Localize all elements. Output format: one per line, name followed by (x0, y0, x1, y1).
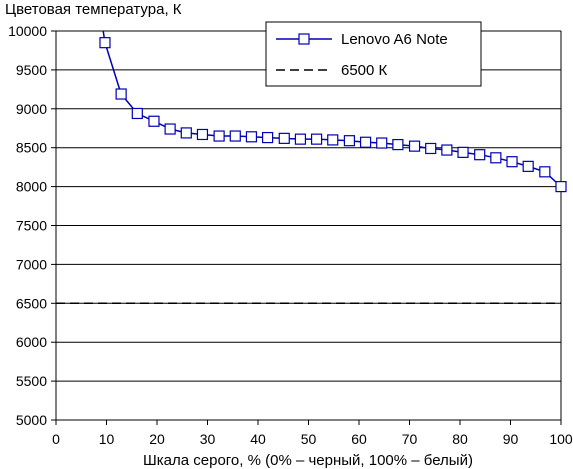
data-point-marker (196, 128, 209, 141)
gridlines (55, 30, 562, 421)
legend-label-6500k: 6500 К (341, 62, 388, 79)
x-tick-label: 30 (200, 431, 216, 447)
y-tick-label: 7000 (16, 256, 47, 272)
y-tick-label: 8000 (16, 179, 47, 195)
x-tick-label: 0 (52, 431, 60, 447)
legend: Lenovo A6 Note 6500 К (265, 21, 482, 87)
data-point-marker (131, 107, 143, 120)
plot-series (56, 31, 567, 305)
data-point-marker (148, 115, 160, 127)
data-point-marker (213, 130, 225, 142)
x-axis-title: Шкала серого, % (0% – черный, 100% – бел… (143, 452, 473, 469)
y-tick-label: 9000 (16, 101, 47, 117)
data-point-marker (522, 160, 534, 172)
x-tick-label: 70 (402, 431, 418, 447)
y-axis-ticks: 5000 5500 6000 6500 7000 7500 8000 8500 9000 9500… (8, 23, 56, 428)
data-point-marker (425, 142, 437, 155)
data-point-marker (245, 131, 258, 143)
data-point-marker (229, 130, 241, 142)
y-tick-label: 6500 (16, 295, 47, 311)
data-point-marker (474, 149, 486, 161)
data-point-marker (441, 144, 453, 156)
x-axis-ticks: 0 10 20 30 40 50 60 70 80 90 100 (52, 420, 573, 447)
data-point-marker (490, 152, 502, 164)
data-point-marker (278, 132, 290, 144)
y-tick-label: 7500 (16, 218, 47, 234)
data-point-marker (539, 166, 551, 178)
data-point-marker (327, 134, 339, 146)
x-tick-label: 100 (549, 431, 573, 447)
data-point-marker (555, 181, 567, 193)
legend-label-lenovo-a6-note: Lenovo A6 Note (341, 31, 448, 48)
x-tick-label: 80 (452, 431, 468, 447)
y-tick-label: 8500 (16, 140, 47, 156)
legend-marker-lenovo-a6-note (298, 33, 310, 45)
data-point-marker (343, 135, 356, 147)
data-point-marker (506, 156, 518, 168)
data-point-marker (99, 37, 111, 49)
y-tick-label: 5500 (16, 373, 47, 389)
y-tick-label: 6000 (16, 334, 47, 350)
x-tick-label: 40 (250, 431, 266, 447)
data-point-marker (359, 136, 372, 148)
y-tick-label: 5000 (16, 412, 47, 428)
x-tick-label: 60 (351, 431, 367, 447)
x-tick-label: 90 (503, 431, 519, 447)
x-tick-label: 10 (99, 431, 115, 447)
y-tick-label: 10000 (8, 23, 47, 39)
data-point-marker (408, 140, 421, 152)
data-point-marker (457, 146, 469, 158)
legend-box (265, 21, 482, 87)
data-point-marker (261, 131, 274, 144)
y-axis-title: Цветовая температура, К (5, 1, 182, 18)
x-tick-label: 50 (301, 431, 317, 447)
data-point-marker (164, 123, 176, 135)
data-point-marker (376, 137, 388, 149)
data-point-marker (115, 88, 127, 100)
y-tick-label: 9500 (16, 62, 47, 78)
x-tick-label: 20 (149, 431, 165, 447)
data-point-marker (310, 133, 323, 145)
data-point-marker (180, 127, 192, 139)
data-point-marker (392, 138, 404, 151)
data-point-marker (294, 133, 307, 145)
